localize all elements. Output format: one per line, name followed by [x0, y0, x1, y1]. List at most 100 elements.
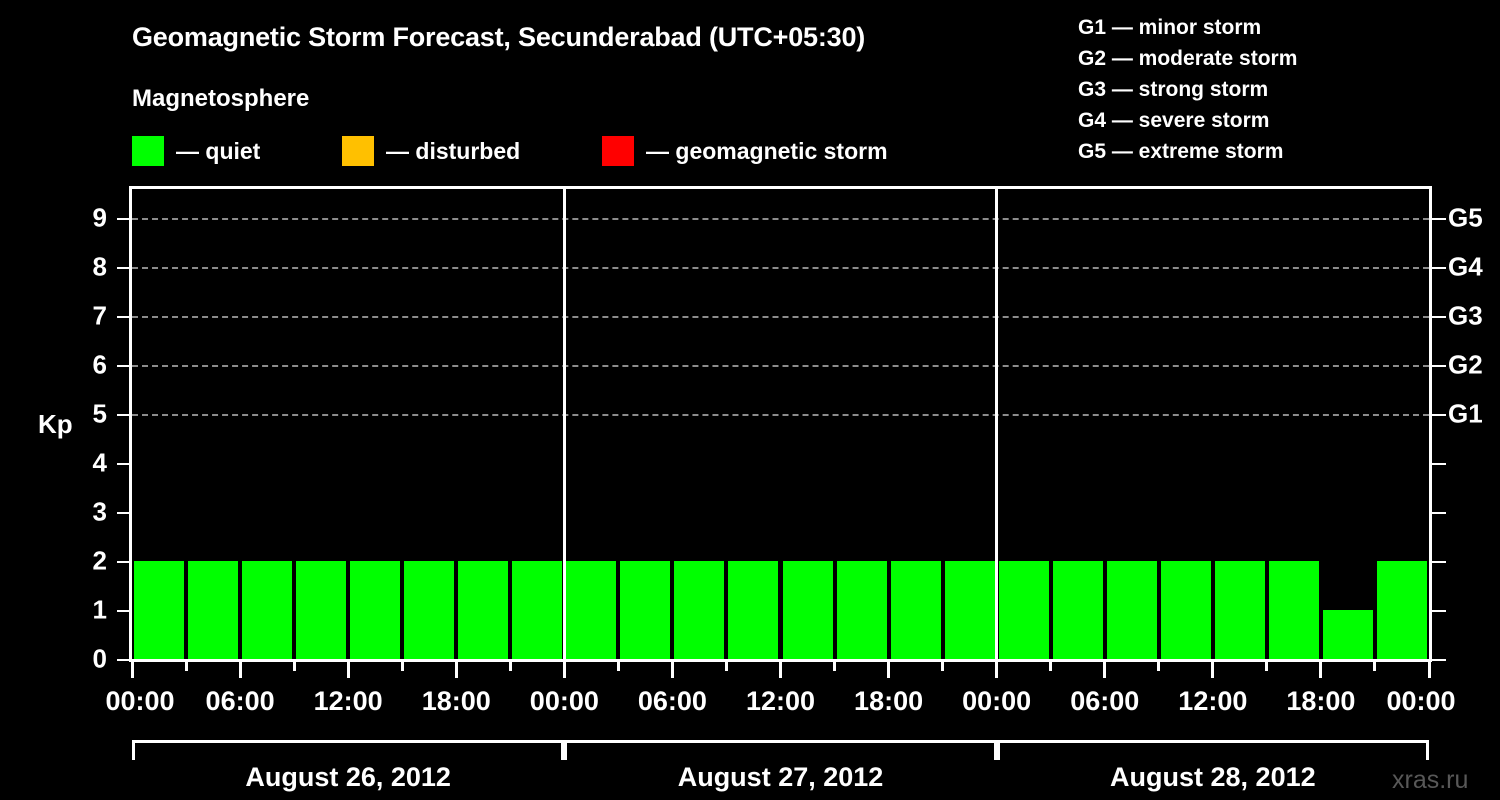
y-tick-mark-left-0 — [117, 659, 131, 661]
y-tick-label-9: 9 — [92, 202, 107, 233]
kp-bar — [1052, 561, 1103, 659]
kp-bar — [944, 561, 995, 659]
y-tick-label-G5: G5 — [1448, 202, 1483, 233]
x-tick-label-0: 00:00 — [105, 686, 175, 716]
x-tick-15h — [400, 662, 404, 671]
legend-entry-quiet: — quiet — [132, 133, 260, 169]
x-tick-60h — [1211, 662, 1215, 678]
x-tick-33h — [724, 662, 728, 671]
x-tick-57h — [1157, 662, 1161, 671]
kp-bar — [1214, 561, 1265, 659]
x-tick-12h — [346, 662, 350, 678]
y-tick-mark-left-9 — [117, 218, 131, 221]
x-tick-label-6: 12:00 — [745, 686, 816, 716]
x-tick-label-12: 00:00 — [1386, 686, 1456, 716]
x-tick-42h — [887, 662, 891, 678]
kp-bar — [458, 561, 509, 659]
kp-bar — [1160, 561, 1211, 659]
x-tick-51h — [1049, 662, 1053, 671]
day-bracket-1 — [132, 740, 565, 760]
kp-bar — [296, 561, 347, 659]
x-tick-3h — [184, 662, 188, 671]
x-axis-ticks — [129, 662, 1432, 680]
x-tick-18h — [454, 662, 458, 678]
gridline-kp-6 — [132, 365, 1429, 368]
x-axis-labels: 00:00 06:00 12:00 18:00 00:00 06:00 12:00 18:00… — [0, 686, 1500, 722]
kp-bar — [836, 561, 887, 659]
gridline-kp-8 — [132, 267, 1429, 270]
kp-bar — [566, 561, 617, 659]
x-tick-label-9: 06:00 — [1070, 686, 1140, 716]
y-tick-mark-right-6 — [1430, 365, 1446, 368]
day-brackets: August 26, 2012 August 27, 2012 August 28,… — [129, 740, 1432, 792]
y-tick-mark-left-3 — [117, 512, 131, 515]
x-tick-36h — [779, 662, 782, 678]
y-tick-mark-right-2 — [1430, 561, 1446, 564]
watermark: xras.ru — [1392, 766, 1469, 794]
y-tick-mark-right-5 — [1430, 414, 1446, 417]
x-tick-label-8: 00:00 — [962, 686, 1032, 716]
g-legend-row-3: G3 — strong storm — [1078, 78, 1269, 101]
x-tick-label-10: 12:00 — [1178, 686, 1248, 716]
y-tick-mark-left-6 — [117, 365, 131, 368]
x-tick-63h — [1265, 662, 1269, 671]
x-tick-label-2: 12:00 — [313, 686, 383, 716]
kp-bar — [1322, 610, 1373, 659]
y-tick-mark-left-8 — [117, 267, 131, 270]
legend-entry-disturbed: — disturbed — [342, 133, 520, 169]
y-tick-label-6: 6 — [92, 349, 107, 380]
y-axis-left-labels: 0 1 2 3 4 5 6 7 8 9 — [60, 186, 131, 674]
y-tick-label-5: 5 — [92, 398, 107, 429]
y-tick-mark-right-7 — [1430, 316, 1446, 319]
gridline-kp-9 — [132, 218, 1429, 221]
y-tick-mark-left-1 — [117, 610, 131, 613]
gridline-kp-7 — [132, 316, 1429, 319]
x-tick-label-5: 06:00 — [637, 686, 707, 716]
plot-inner — [132, 189, 1429, 659]
plot-area — [129, 186, 1432, 662]
g-legend-row-4: G4 — severe storm — [1078, 109, 1270, 132]
day-bracket-2 — [564, 740, 997, 760]
day-label-2: August 27, 2012 — [677, 762, 884, 792]
series-group-label: Magnetosphere — [132, 85, 310, 112]
x-tick-54h — [1103, 662, 1107, 678]
kp-bar — [134, 561, 185, 659]
x-tick-0h — [130, 662, 134, 678]
x-tick-39h — [833, 662, 837, 671]
g-scale-legend: G1 — minor storm G2 — moderate storm G3 — … — [1078, 12, 1297, 167]
x-tick-label-3: 18:00 — [421, 686, 491, 716]
kp-bar — [998, 561, 1049, 659]
kp-bar — [1376, 561, 1427, 659]
kp-bar — [620, 561, 671, 659]
x-tick-69h — [1373, 662, 1377, 671]
legend-swatch-disturbed — [342, 136, 374, 166]
kp-bar — [350, 561, 401, 659]
x-tick-label-7: 18:00 — [854, 686, 924, 716]
y-tick-label-7: 7 — [92, 300, 107, 331]
legend-label-geomagnetic-storm: — geomagnetic storm — [646, 137, 888, 164]
x-tick-66h — [1319, 662, 1323, 678]
y-tick-mark-left-4 — [117, 463, 131, 466]
x-tick-24h — [562, 662, 566, 678]
kp-bar — [188, 561, 239, 659]
gridline-kp-5 — [132, 414, 1429, 417]
kp-bar — [242, 561, 293, 659]
legend-label-disturbed: — disturbed — [386, 137, 521, 164]
y-tick-mark-right-0 — [1430, 659, 1446, 661]
legend-entry-geomagnetic-storm: — geomagnetic storm — [602, 133, 888, 169]
y-axis-right-labels: G1 G2 G3 G4 G5 — [1430, 186, 1500, 662]
x-tick-label-4: 00:00 — [529, 686, 599, 716]
x-tick-21h — [508, 662, 512, 671]
x-tick-6h — [238, 662, 242, 678]
kp-bar — [404, 561, 455, 659]
g-legend-row-1: G1 — minor storm — [1078, 16, 1262, 39]
y-tick-mark-right-9 — [1430, 218, 1446, 221]
y-tick-label-G2: G2 — [1448, 349, 1483, 380]
y-tick-label-4: 4 — [92, 447, 107, 478]
day-separator-2 — [995, 189, 999, 659]
legend-swatch-quiet — [132, 136, 164, 166]
y-tick-mark-right-8 — [1430, 267, 1446, 270]
x-tick-45h — [941, 662, 945, 671]
g-legend-row-2: G2 — moderate storm — [1078, 47, 1298, 70]
